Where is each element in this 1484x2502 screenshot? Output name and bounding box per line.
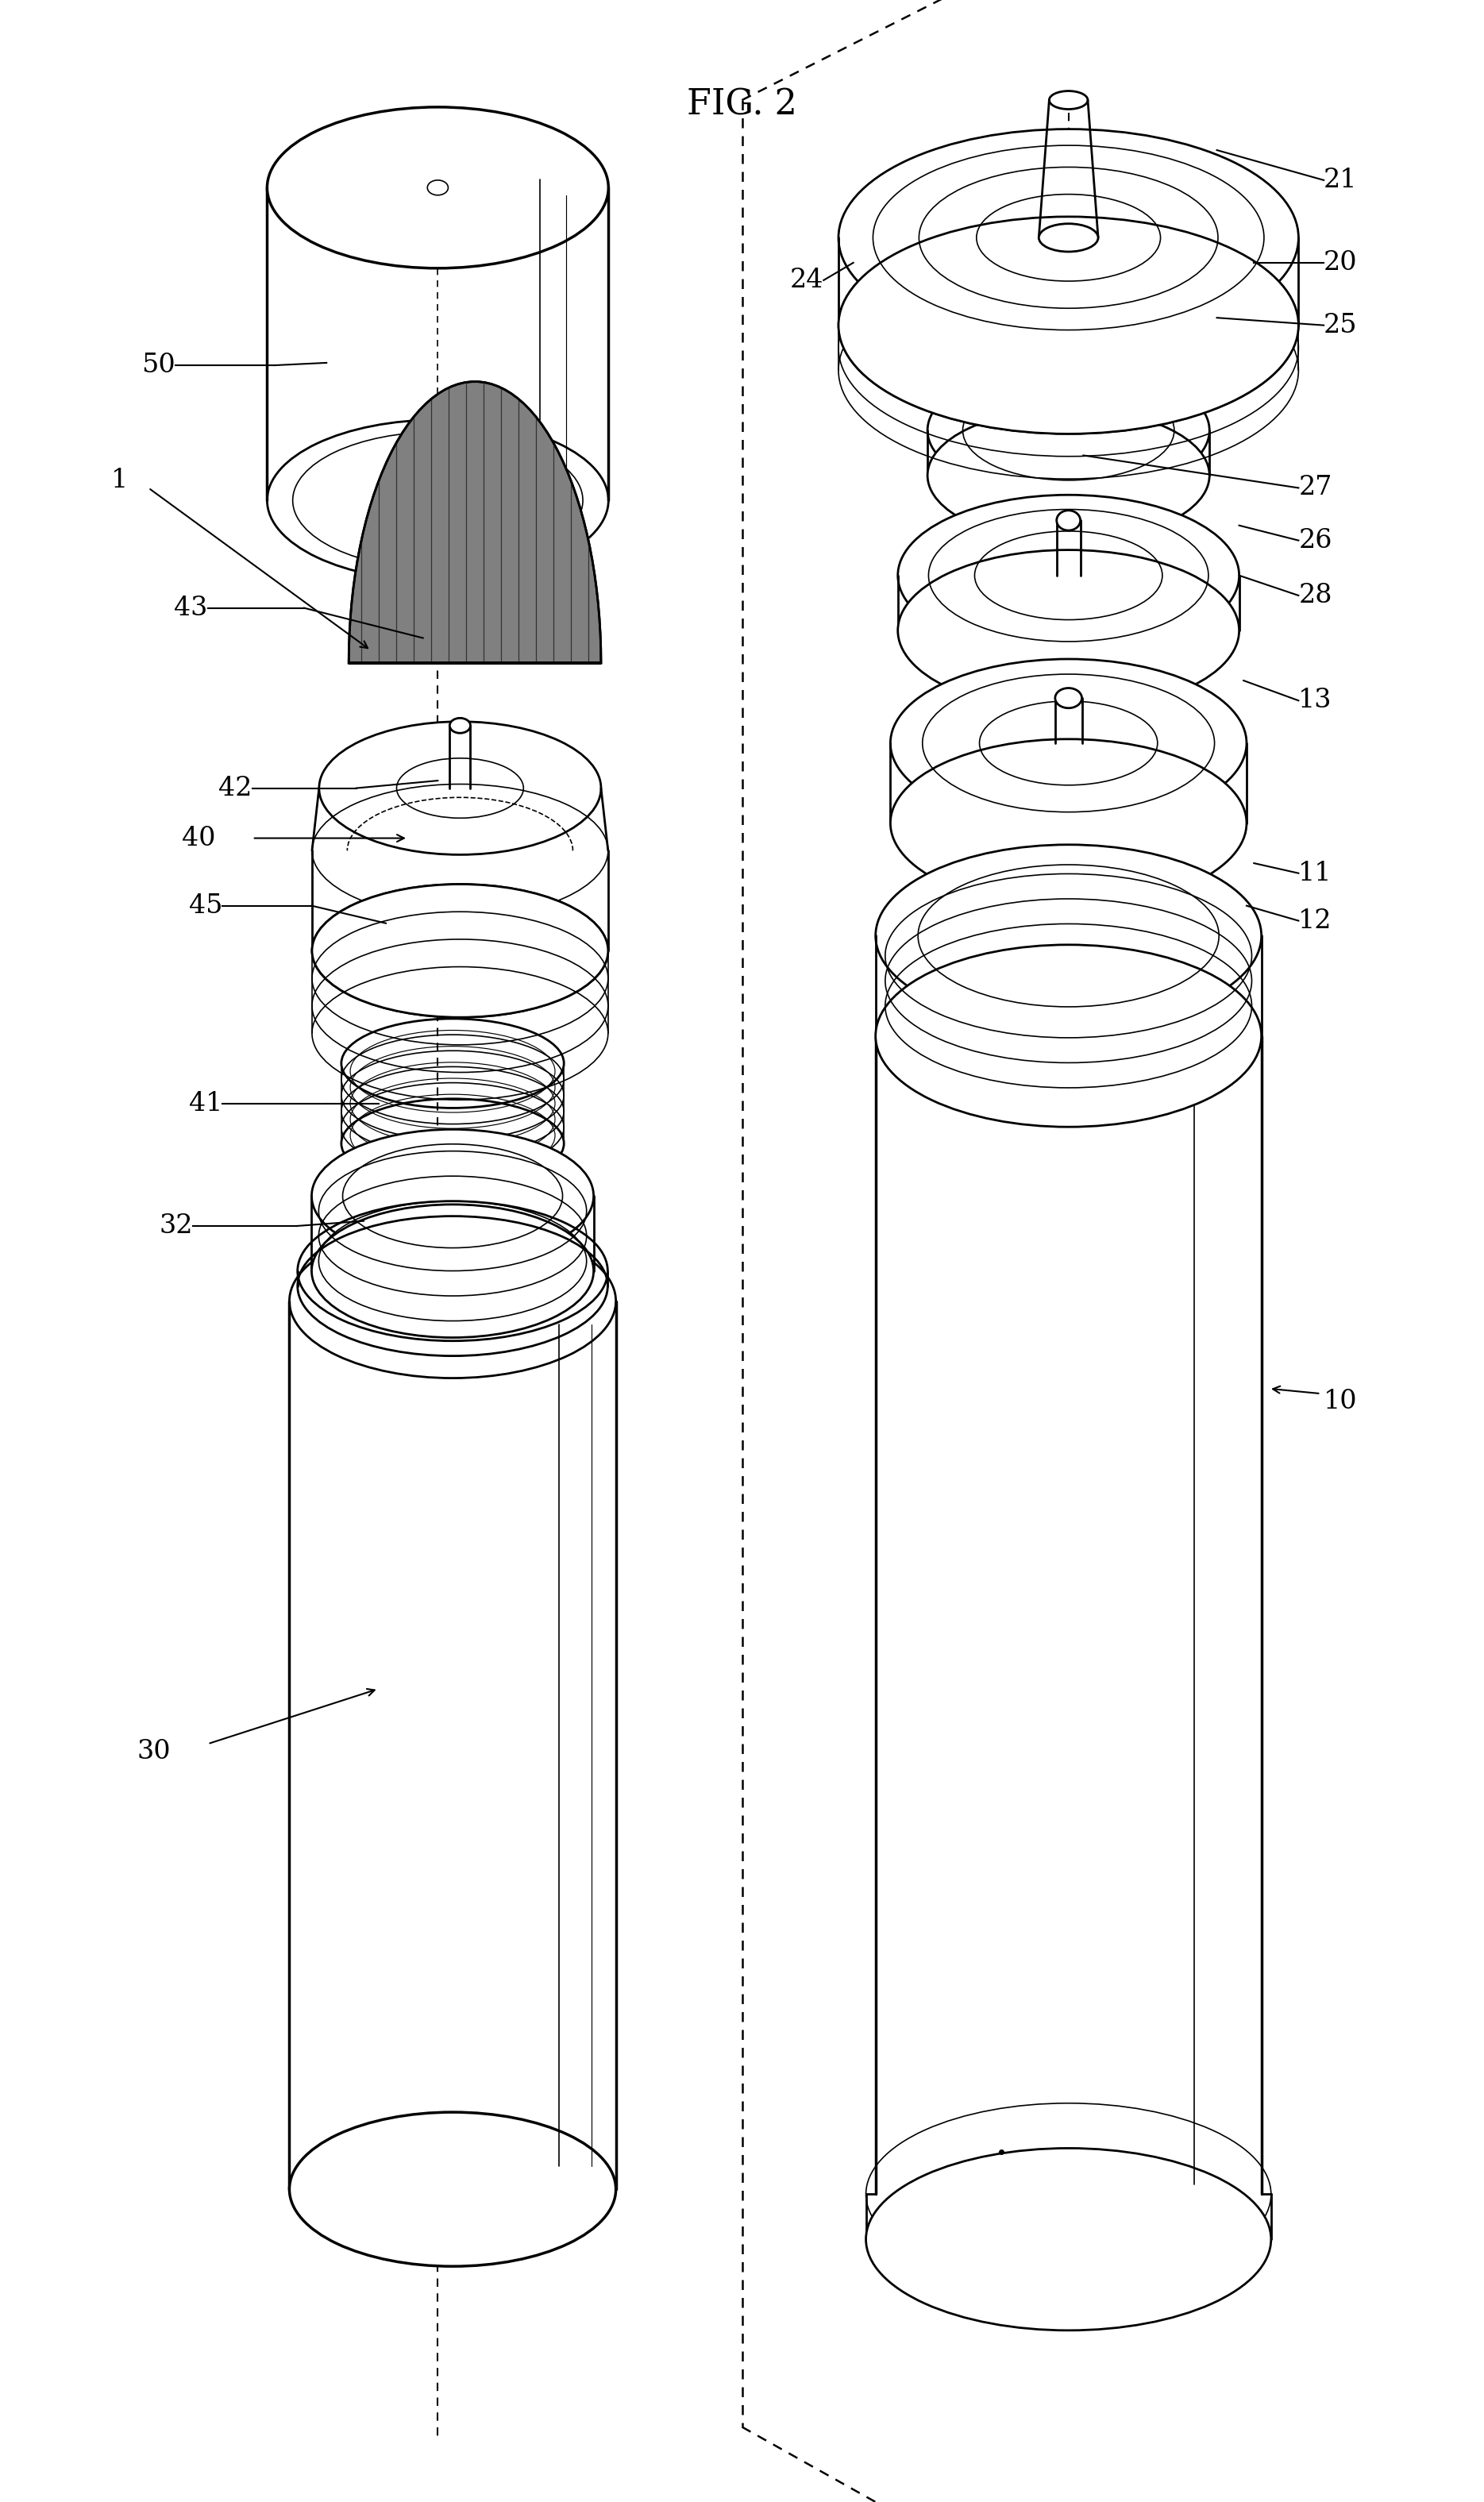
Ellipse shape	[1039, 223, 1098, 253]
Text: 28: 28	[1298, 583, 1333, 608]
Ellipse shape	[319, 721, 601, 856]
Ellipse shape	[289, 1223, 616, 1379]
Text: 41: 41	[188, 1091, 223, 1116]
Text: 1: 1	[111, 468, 128, 493]
Text: FIG. 2: FIG. 2	[687, 88, 797, 123]
Text: 50: 50	[141, 353, 175, 378]
Ellipse shape	[928, 408, 1209, 543]
Ellipse shape	[838, 218, 1298, 433]
Text: 25: 25	[1324, 313, 1358, 338]
Ellipse shape	[1049, 90, 1088, 110]
Ellipse shape	[865, 2149, 1270, 2329]
Ellipse shape	[1055, 688, 1082, 708]
Text: 27: 27	[1298, 475, 1333, 500]
FancyBboxPatch shape	[876, 1036, 1261, 2239]
Ellipse shape	[289, 2112, 616, 2267]
Text: 21: 21	[1324, 168, 1358, 193]
Text: 10: 10	[1324, 1389, 1358, 1414]
Text: 43: 43	[174, 595, 208, 620]
Ellipse shape	[876, 946, 1261, 1126]
Ellipse shape	[267, 108, 608, 268]
Text: 13: 13	[1298, 688, 1333, 713]
Text: 45: 45	[188, 893, 223, 918]
Ellipse shape	[876, 846, 1261, 1026]
Ellipse shape	[312, 1203, 594, 1339]
Ellipse shape	[450, 718, 470, 733]
Polygon shape	[306, 788, 614, 951]
Ellipse shape	[838, 130, 1298, 345]
Text: 24: 24	[789, 268, 824, 293]
Text: 26: 26	[1298, 528, 1333, 553]
Ellipse shape	[312, 1128, 594, 1264]
Text: 30: 30	[137, 1739, 171, 1764]
Ellipse shape	[928, 363, 1209, 498]
Polygon shape	[349, 383, 601, 663]
Ellipse shape	[890, 738, 1247, 908]
Text: 11: 11	[1298, 861, 1333, 886]
Ellipse shape	[1057, 510, 1080, 530]
Ellipse shape	[312, 883, 608, 1018]
Text: 42: 42	[218, 776, 252, 801]
FancyBboxPatch shape	[267, 188, 608, 500]
Text: 20: 20	[1324, 250, 1358, 275]
Text: 40: 40	[181, 826, 215, 851]
Ellipse shape	[890, 658, 1247, 828]
FancyBboxPatch shape	[289, 1301, 616, 2189]
Text: 12: 12	[1298, 908, 1333, 933]
Ellipse shape	[898, 550, 1239, 711]
Ellipse shape	[898, 495, 1239, 656]
Text: 32: 32	[159, 1213, 193, 1238]
